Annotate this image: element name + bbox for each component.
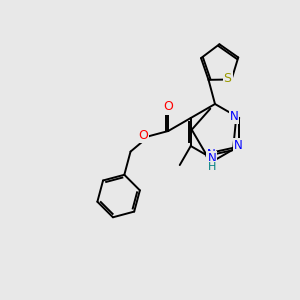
Text: N: N: [206, 148, 215, 161]
Text: S: S: [224, 72, 232, 85]
Text: H: H: [208, 162, 216, 172]
Text: N: N: [234, 139, 243, 152]
Text: O: O: [138, 129, 148, 142]
Text: N: N: [230, 110, 238, 123]
Text: O: O: [163, 100, 173, 113]
Text: N: N: [208, 152, 216, 164]
